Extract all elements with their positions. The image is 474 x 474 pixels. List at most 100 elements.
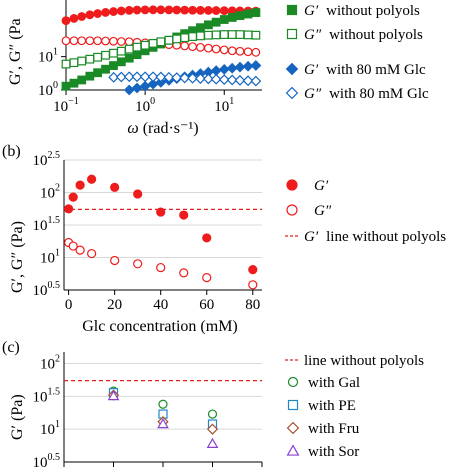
panel-b-point [156,262,166,273]
panel-c-ytick-label: 102 [40,354,60,373]
panel-c-point [107,390,120,401]
panel-b-ytick-label: 101.5 [33,215,61,234]
panel-b-series-0 [64,174,258,275]
panel-c-series-3 [107,390,219,448]
panel-a-point [69,36,79,46]
panel-a-point [93,68,103,78]
panel-c-marks [64,379,262,448]
panel-c-ylabel: G′ (Pa) [9,394,26,440]
panel-b-point [110,255,120,266]
panel-a-series-5 [108,71,262,87]
panel-c-point [157,417,169,429]
panel-a-point [235,11,245,21]
panel-b-ytick-label: 101 [40,248,60,267]
panel-a-point [85,10,95,20]
panel-a-point [242,60,254,72]
panel-a-point [203,30,213,40]
panel-a-point [250,60,262,71]
panel-a-point [227,13,237,22]
panel-b-point [156,207,166,217]
panel-a-point [147,71,159,83]
panel-b-point [133,259,143,269]
panel-a-point [234,74,246,86]
panel-a-point [172,5,182,15]
panel-b-point [87,174,97,184]
panel-a-point [251,30,261,40]
panel-a-point [139,71,151,83]
panel-a-point [124,53,134,63]
panel-a-point [196,23,205,33]
panel-b-point [133,189,143,199]
panel-a-point [61,36,71,46]
panel-a-xlabel: ω (rad·s⁻¹) [127,120,198,137]
panel-c-ytick-label: 100.5 [33,452,61,471]
panel-b-point [68,192,78,202]
panel-a-point [124,37,134,47]
panel-a-series-0 [61,5,261,26]
panel-a-xtick-label: 100 [135,96,155,115]
panel-a-point [61,81,71,91]
panel-a-legend-label: G′ without polyols [304,3,420,19]
panel-a-point [131,82,143,94]
panel-a-point [219,6,229,16]
panel-b-point [110,182,120,192]
panel-b-xtick-label: 80 [245,297,260,313]
panel-c-ytick-label: 101 [40,419,60,438]
panel-b-ytick-label: 100.5 [33,280,61,299]
panel-c-label: (c) [2,339,20,356]
panel-b-point [248,280,258,290]
panel-a-legend: G′ without polyols G″ without polyols G′ with… [285,3,429,102]
panel-a-point [93,36,103,46]
panel-a-ylabel: G′, G″ (Pa [7,18,24,85]
panel-c-legend: line without polyols with Gal with PE with … [285,353,424,460]
panel-b-point [202,273,212,283]
panel-a-point [85,36,95,46]
panel-b-point [248,265,258,275]
panel-a-point [218,63,230,75]
panel-a-point [132,5,142,15]
panel-a-point [69,14,79,23]
panel-a-xtick-label: 10−1 [53,96,79,115]
panel-a-point [171,72,183,84]
panel-b-point [179,268,189,278]
panel-a-point [172,34,182,44]
panel-a-point [242,75,254,87]
panel-a-point [132,42,142,52]
panel-a-point [156,5,166,15]
panel-c-point [158,399,168,409]
panel-b-legend-label: G′ [314,178,329,194]
panel-a-point [211,6,221,15]
panel-a-point [77,75,87,85]
panel-a-point [155,71,167,83]
panel-a-point [148,5,158,15]
panel-a-point [188,42,197,52]
panel-b-marks [64,174,262,290]
panel-a-point [226,74,238,86]
panel-a-point [101,8,110,17]
panel-a-point [196,5,205,15]
panel-a-point [164,35,174,45]
panel-c-legend-label: with Sor [308,444,359,460]
panel-b-ytick-label: 102.5 [33,150,61,169]
panel-c-point [206,437,219,448]
panel-b-xtick-label: 20 [107,297,122,313]
panel-a-ytick-label: 100 [38,80,58,99]
panel-a-point [219,15,229,24]
panel-a-point [203,6,213,15]
panel-b-point [87,248,97,259]
panel-c-legend-label: with PE [308,398,356,414]
panel-c-legend-label: with Gal [308,375,360,391]
panel-b-point [75,180,85,190]
panel-a-point [243,30,253,40]
panel-b-xlabel: Glc concentration (mM) [82,318,238,335]
panel-a-point [211,17,221,27]
panel-a-point [203,43,213,53]
panel-a-point [93,9,103,18]
panel-a-point [124,44,134,54]
panel-a-point [77,56,87,66]
panel-a-point [211,30,221,40]
panel-a-legend-marker [286,4,298,16]
panel-a-point [140,5,150,15]
